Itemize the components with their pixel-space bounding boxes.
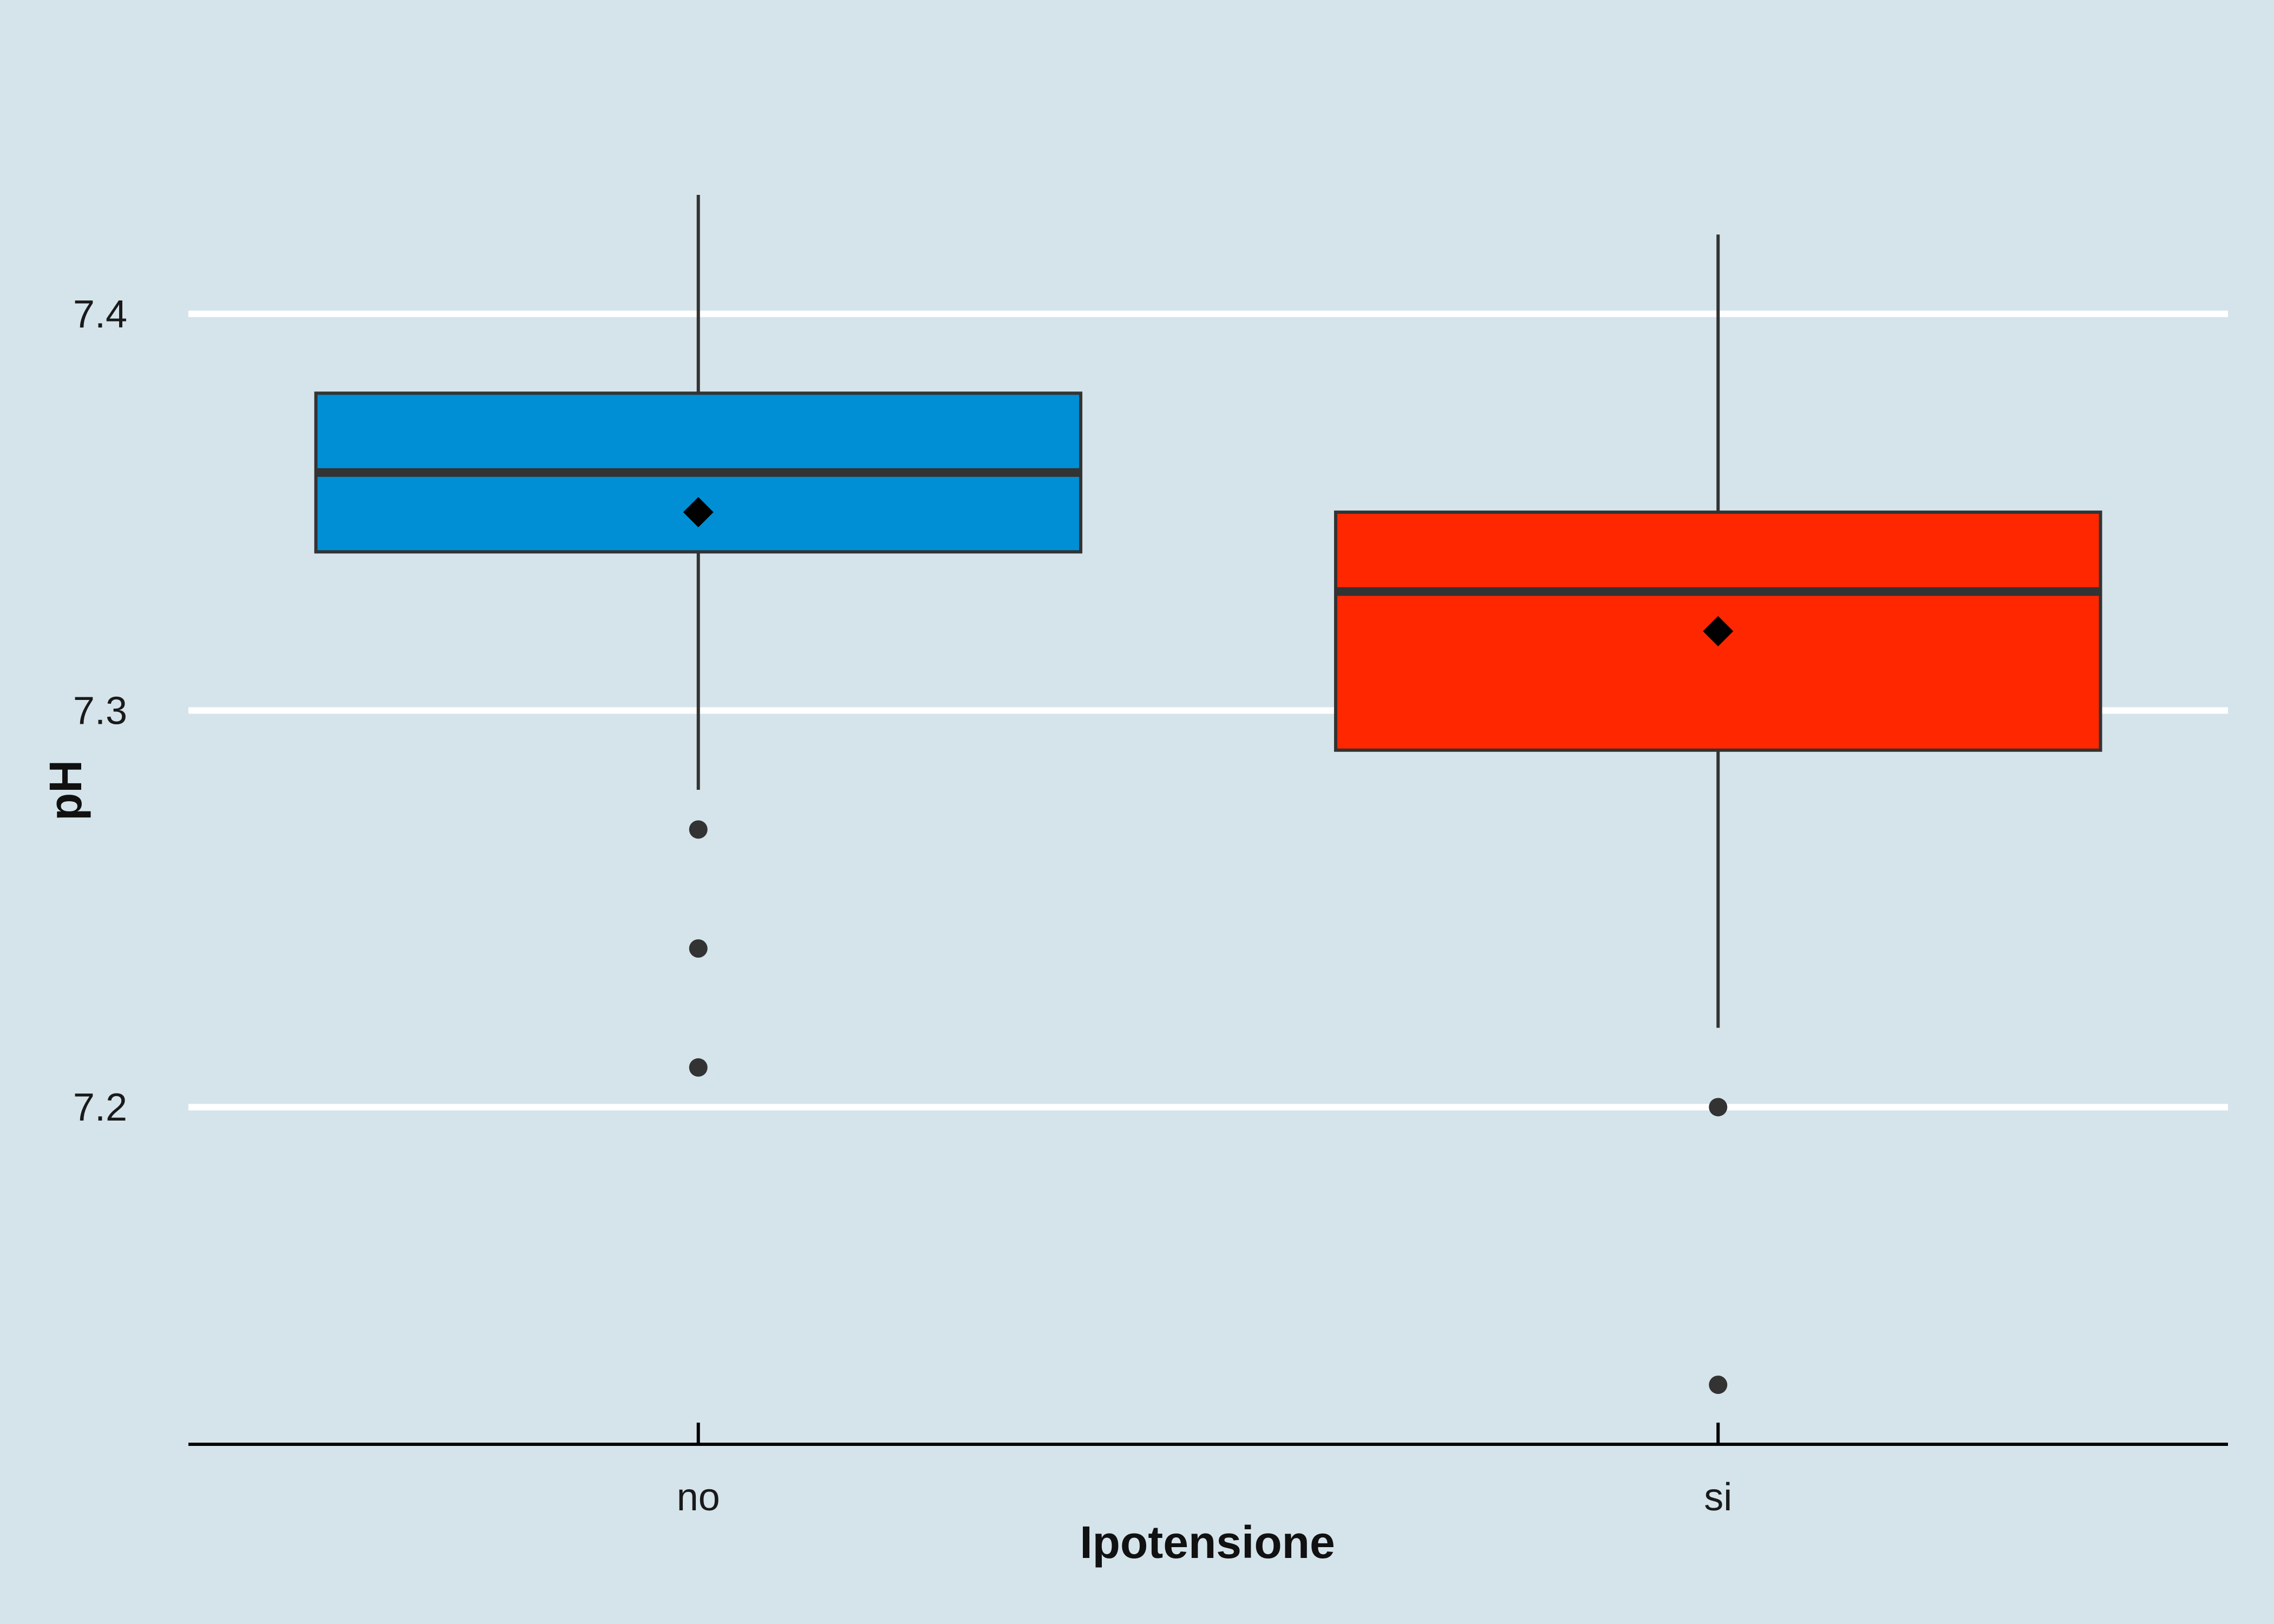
boxes: [314, 195, 2102, 1394]
y-tick-label: 7.2: [73, 1086, 127, 1129]
outlier-point: [689, 1058, 708, 1077]
box-no: [314, 195, 1083, 1077]
outlier-point: [689, 820, 708, 839]
outlier-point: [1709, 1098, 1728, 1117]
y-tick-label: 7.4: [73, 293, 127, 336]
outlier-point: [1709, 1376, 1728, 1394]
y-tick-label: 7.3: [73, 690, 127, 733]
outlier-point: [689, 939, 708, 958]
x-tick-label: si: [1704, 1476, 1732, 1519]
mean-marker: [683, 497, 714, 528]
y-axis-title: pH: [40, 760, 91, 821]
x-tick-label: no: [677, 1476, 720, 1519]
x-axis-title: Ipotensione: [1080, 1517, 1335, 1568]
mean-marker: [1703, 615, 1734, 646]
gridlines: 7.2 7.3 7.4: [73, 293, 2228, 1129]
box-si: [1334, 234, 2102, 1394]
x-axis: no si: [188, 1423, 2228, 1519]
